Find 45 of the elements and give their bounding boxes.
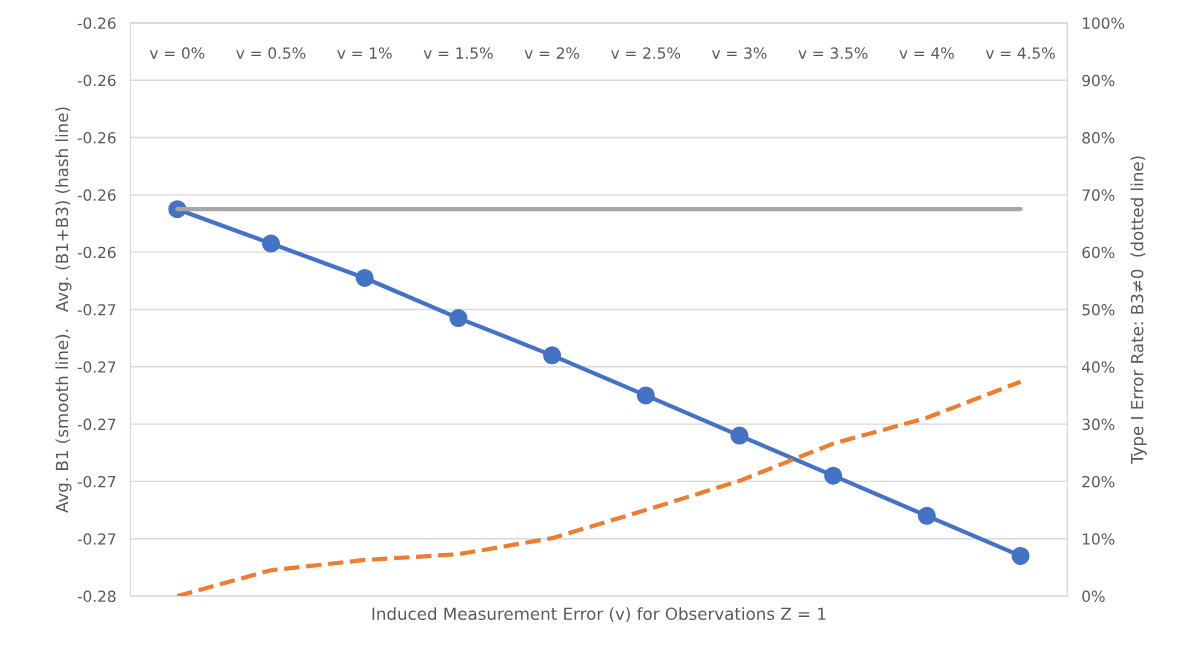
x-axis-title: Induced Measurement Error (v) for Observations Z = 1: [372, 607, 826, 623]
y-tick-label: -0.27: [77, 418, 116, 431]
point: [449, 309, 468, 328]
y2-axis-title: Type I Error Rate: B3≠0 (dotted line): [1130, 156, 1147, 465]
y-tick-label: -0.26: [77, 246, 116, 259]
y2-tick-label: 50%: [1082, 303, 1115, 316]
point: [824, 466, 843, 485]
point: [355, 268, 374, 287]
point: [917, 506, 936, 525]
y-tick-label: -0.27: [77, 533, 116, 545]
y2-tick-label: 100%: [1082, 17, 1125, 29]
y2-tick-label: 90%: [1082, 74, 1115, 87]
y-tick-label: -0.26: [77, 189, 116, 201]
point: [543, 346, 562, 365]
point: [636, 386, 655, 405]
x-tick-label: v = 2%: [524, 47, 580, 59]
x-tick-label: v = 4.5%: [985, 47, 1055, 59]
x-tick-label: v = 0.5%: [236, 47, 306, 59]
x-tick-label: v = 3.5%: [798, 47, 868, 59]
x-tick-label: v = 1.5%: [423, 47, 493, 59]
y2-tick-label: 60%: [1082, 246, 1115, 259]
y-axis-title: Avg. B1 (smooth line). Avg. (B1+B3) (hash line): [55, 107, 72, 513]
y-tick-label: -0.28: [77, 590, 116, 603]
y-tick-label: -0.27: [77, 475, 116, 488]
line-series: [175, 379, 1023, 597]
x-tick-label: v = 4%: [899, 47, 954, 59]
x-tick-label: v = 3%: [712, 47, 767, 59]
y-tick-label: -0.26: [77, 74, 116, 87]
y2-tick-label: 10%: [1082, 533, 1115, 545]
y2-tick-label: 30%: [1082, 418, 1115, 431]
y-tick-label: -0.27: [77, 361, 116, 373]
x-tick-label: v = 2.5%: [611, 47, 681, 59]
y-tick-label: -0.26: [77, 17, 116, 29]
y-tick-label: -0.26: [77, 132, 116, 144]
y2-tick-label: 20%: [1082, 475, 1115, 488]
y2-tick-label: 40%: [1082, 361, 1115, 373]
y2-tick-label: 0%: [1082, 590, 1105, 603]
point: [261, 234, 281, 253]
y2-tick-label: 80%: [1082, 132, 1115, 144]
y2-tick-label: 70%: [1082, 189, 1115, 201]
y-tick-label: -0.27: [77, 303, 116, 316]
x-tick-label: v = 1%: [337, 47, 392, 59]
point: [1011, 546, 1030, 565]
point: [730, 426, 749, 445]
x-tick-label: v = 0%: [149, 47, 205, 59]
